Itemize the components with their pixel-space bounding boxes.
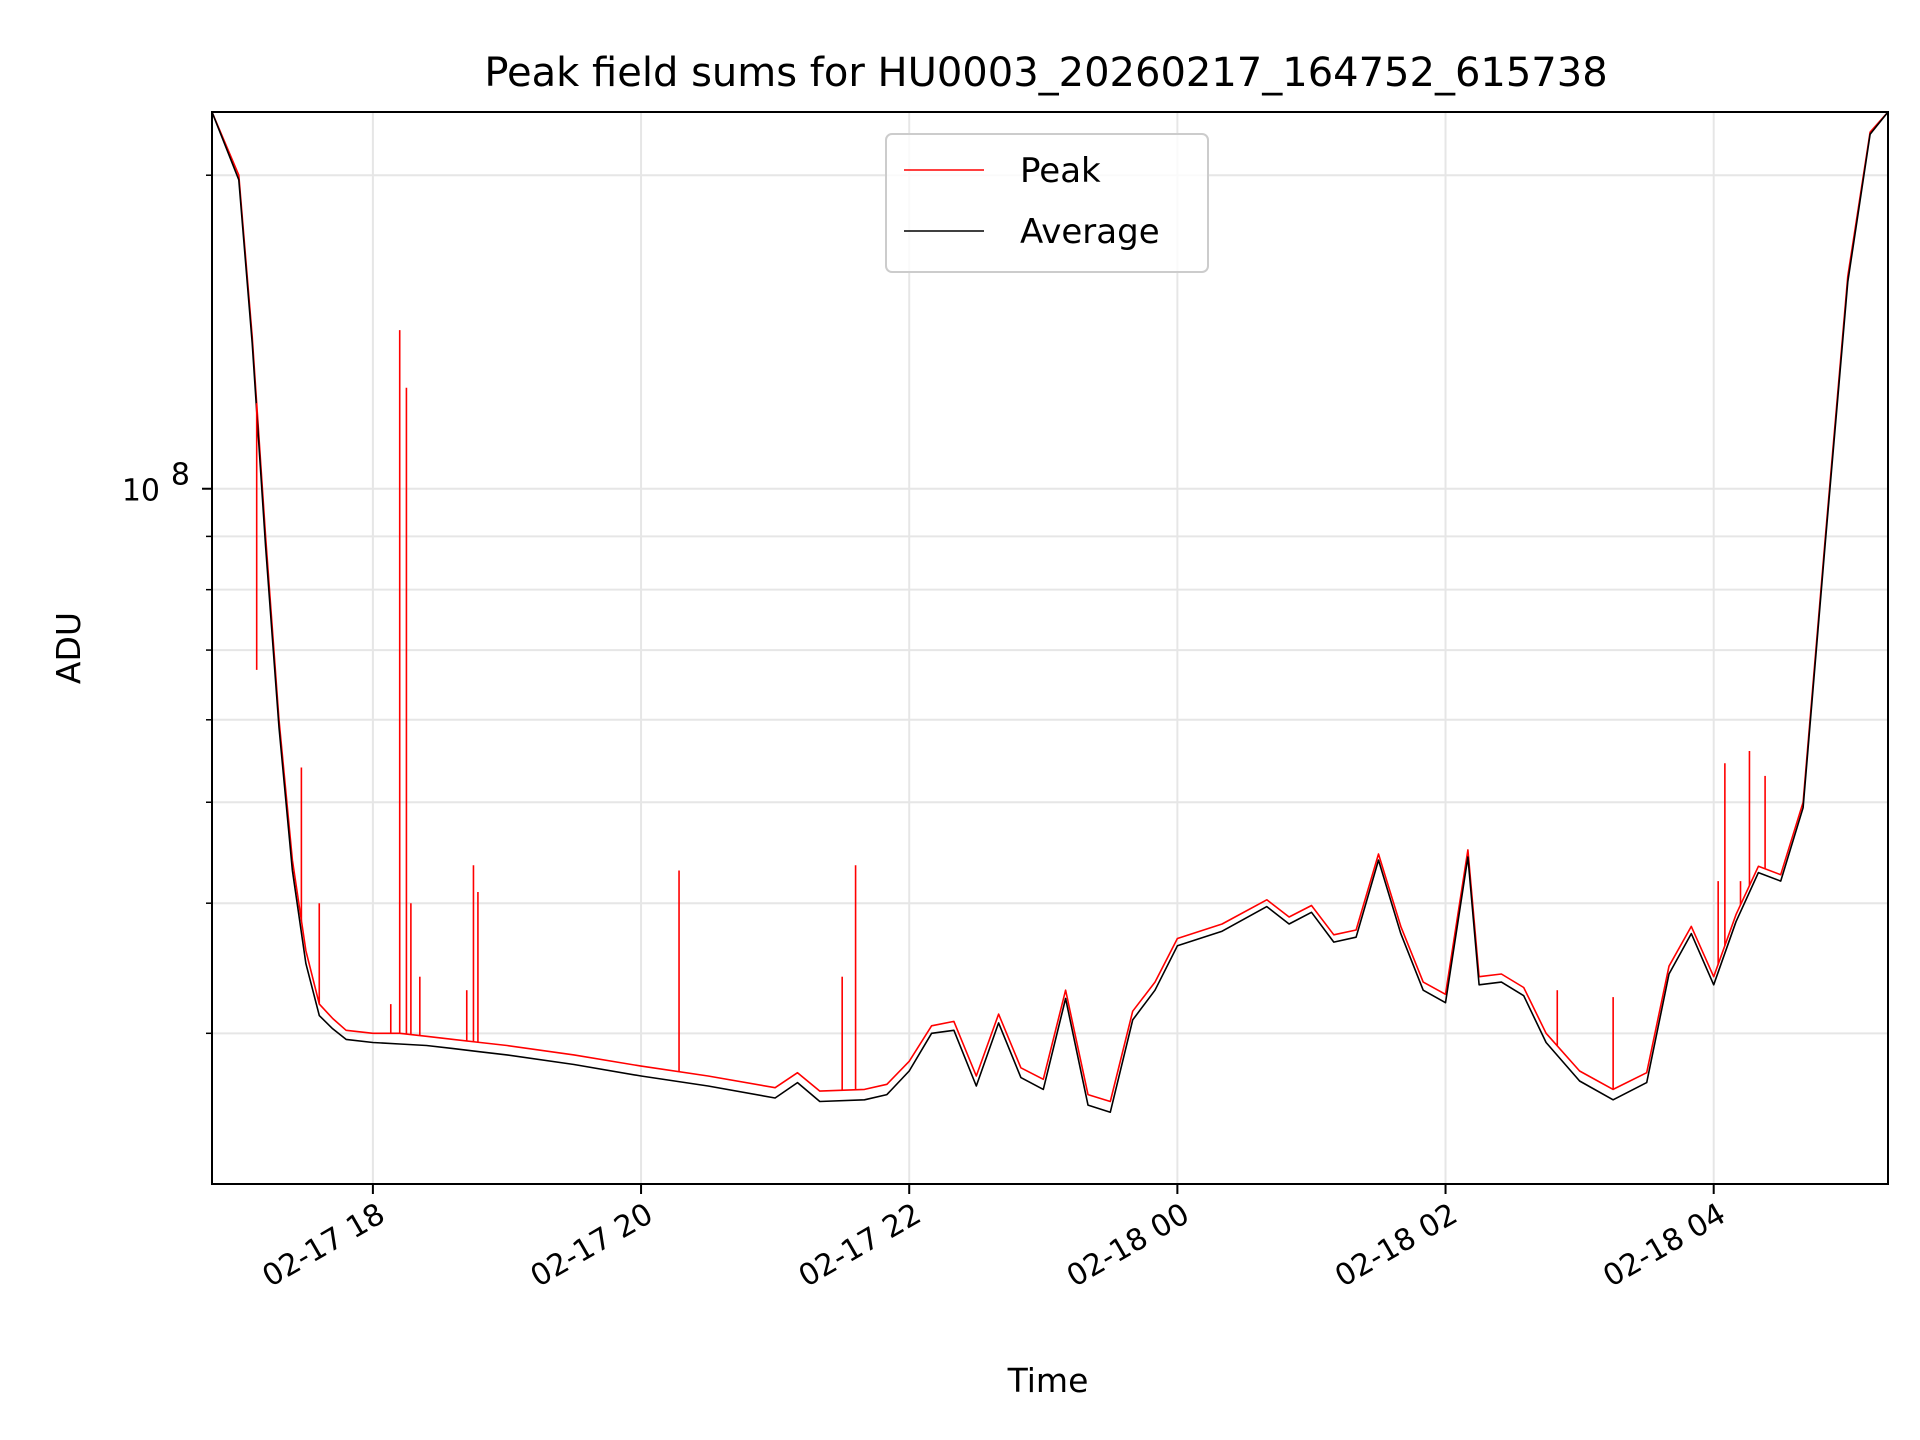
legend: Peak Average [885, 133, 1209, 273]
legend-label-peak: Peak [1020, 151, 1101, 191]
series-line-peak [211, 111, 1889, 1103]
chart-title: Peak field sums for HU0003_20260217_1647… [484, 50, 1607, 96]
series-line-average [211, 111, 1889, 1113]
y-axis-label: ADU [49, 612, 88, 684]
plot-frame [211, 111, 1889, 1185]
legend-box [885, 133, 1209, 273]
series-group [211, 111, 1889, 1113]
legend-label-average: Average [1020, 212, 1160, 252]
y-tick-label: 10 [122, 474, 160, 509]
y-tick-exponent: 8 [171, 458, 190, 493]
x-axis-label: Time [1007, 1361, 1089, 1400]
